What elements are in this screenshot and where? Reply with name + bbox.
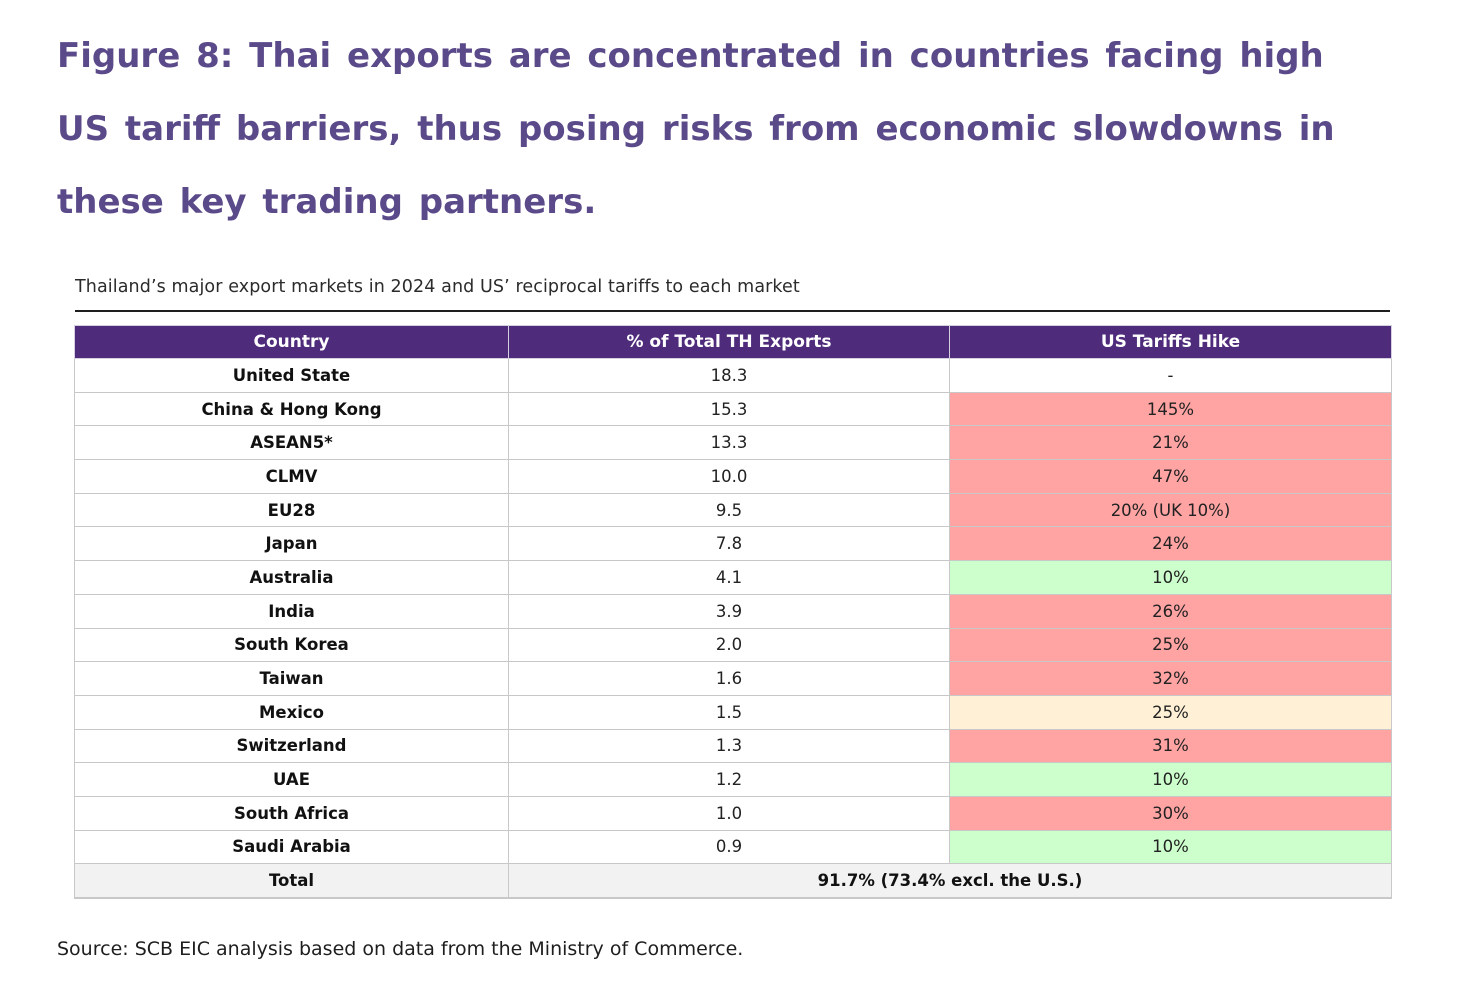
table-row: Australia 4.1 10% [74, 560, 1392, 595]
tariff-cell: 25% [949, 694, 1392, 730]
table-row: UAE 1.2 10% [74, 762, 1392, 797]
tariff-cell: 145% [949, 391, 1392, 427]
table-row: Switzerland 1.3 31% [74, 728, 1392, 764]
table-row: South Korea 2.0 25% [74, 627, 1392, 663]
tariff-cell: 25% [949, 627, 1392, 663]
tariff-cell: 30% [949, 795, 1392, 831]
header-tariff: US Tariffs Hike [949, 325, 1392, 359]
export-share-cell: 0.9 [508, 829, 950, 865]
export-share-cell: 3.9 [508, 593, 950, 629]
country-cell: Saudi Arabia [74, 829, 509, 865]
country-cell: Taiwan [74, 661, 509, 696]
table-caption: Thailand’s major export markets in 2024 … [75, 277, 800, 297]
tariff-cell: 10% [949, 560, 1392, 595]
country-cell: ASEAN5* [74, 425, 509, 461]
export-share-cell: 4.1 [508, 560, 950, 595]
total-row: Total 91.7% (73.4% excl. the U.S.) [74, 863, 1392, 900]
export-share-cell: 1.0 [508, 795, 950, 831]
export-share-cell: 13.3 [508, 425, 950, 461]
export-markets-table: Country % of Total TH Exports US Tariffs… [74, 325, 1392, 900]
export-share-cell: 15.3 [508, 391, 950, 427]
table-header-row: Country % of Total TH Exports US Tariffs… [74, 325, 1392, 359]
header-share: % of Total TH Exports [508, 325, 950, 359]
country-cell: UAE [74, 762, 509, 797]
tariff-cell: 10% [949, 762, 1392, 797]
export-share-cell: 18.3 [508, 358, 950, 393]
source-note: Source: SCB EIC analysis based on data f… [57, 938, 744, 960]
country-cell: CLMV [74, 459, 509, 494]
country-cell: Mexico [74, 694, 509, 730]
export-share-cell: 1.5 [508, 694, 950, 730]
country-cell: Switzerland [74, 728, 509, 764]
total-label: Total [74, 863, 509, 900]
export-share-cell: 2.0 [508, 627, 950, 663]
total-value: 91.7% (73.4% excl. the U.S.) [508, 863, 1392, 900]
table-row: EU28 9.5 20% (UK 10%) [74, 492, 1392, 528]
table-row: China & Hong Kong 15.3 145% [74, 391, 1392, 427]
country-cell: India [74, 593, 509, 629]
table-body: United State 18.3- China & Hong Kong 15.3 14… [74, 358, 1392, 865]
tariff-cell: 20% (UK 10%) [949, 492, 1392, 528]
export-share-cell: 7.8 [508, 526, 950, 562]
table-row: United State 18.3- [74, 358, 1392, 393]
tariff-cell: 21% [949, 425, 1392, 461]
table-row: South Africa 1.0 30% [74, 795, 1392, 831]
table-row: Taiwan 1.6 32% [74, 661, 1392, 696]
tariff-cell: 26% [949, 593, 1392, 629]
table-row: India 3.9 26% [74, 593, 1392, 629]
table-row: Japan 7.8 24% [74, 526, 1392, 562]
tariff-cell: - [949, 358, 1392, 393]
tariff-cell: 10% [949, 829, 1392, 865]
caption-divider [75, 310, 1390, 312]
country-cell: South Korea [74, 627, 509, 663]
export-share-cell: 1.3 [508, 728, 950, 764]
country-cell: EU28 [74, 492, 509, 528]
export-share-cell: 9.5 [508, 492, 950, 528]
country-cell: Japan [74, 526, 509, 562]
tariff-cell: 24% [949, 526, 1392, 562]
table-row: Saudi Arabia 0.9 10% [74, 829, 1392, 865]
country-cell: United State [74, 358, 509, 393]
export-share-cell: 1.2 [508, 762, 950, 797]
figure-title: Figure 8: Thai exports are concentrated … [57, 36, 1335, 222]
table-row: Mexico 1.5 25% [74, 694, 1392, 730]
tariff-cell: 32% [949, 661, 1392, 696]
table-row: ASEAN5* 13.3 21% [74, 425, 1392, 461]
table-row: CLMV 10.0 47% [74, 459, 1392, 494]
header-country: Country [74, 325, 509, 359]
export-share-cell: 10.0 [508, 459, 950, 494]
country-cell: Australia [74, 560, 509, 595]
tariff-cell: 47% [949, 459, 1392, 494]
country-cell: South Africa [74, 795, 509, 831]
export-share-cell: 1.6 [508, 661, 950, 696]
tariff-cell: 31% [949, 728, 1392, 764]
country-cell: China & Hong Kong [74, 391, 509, 427]
